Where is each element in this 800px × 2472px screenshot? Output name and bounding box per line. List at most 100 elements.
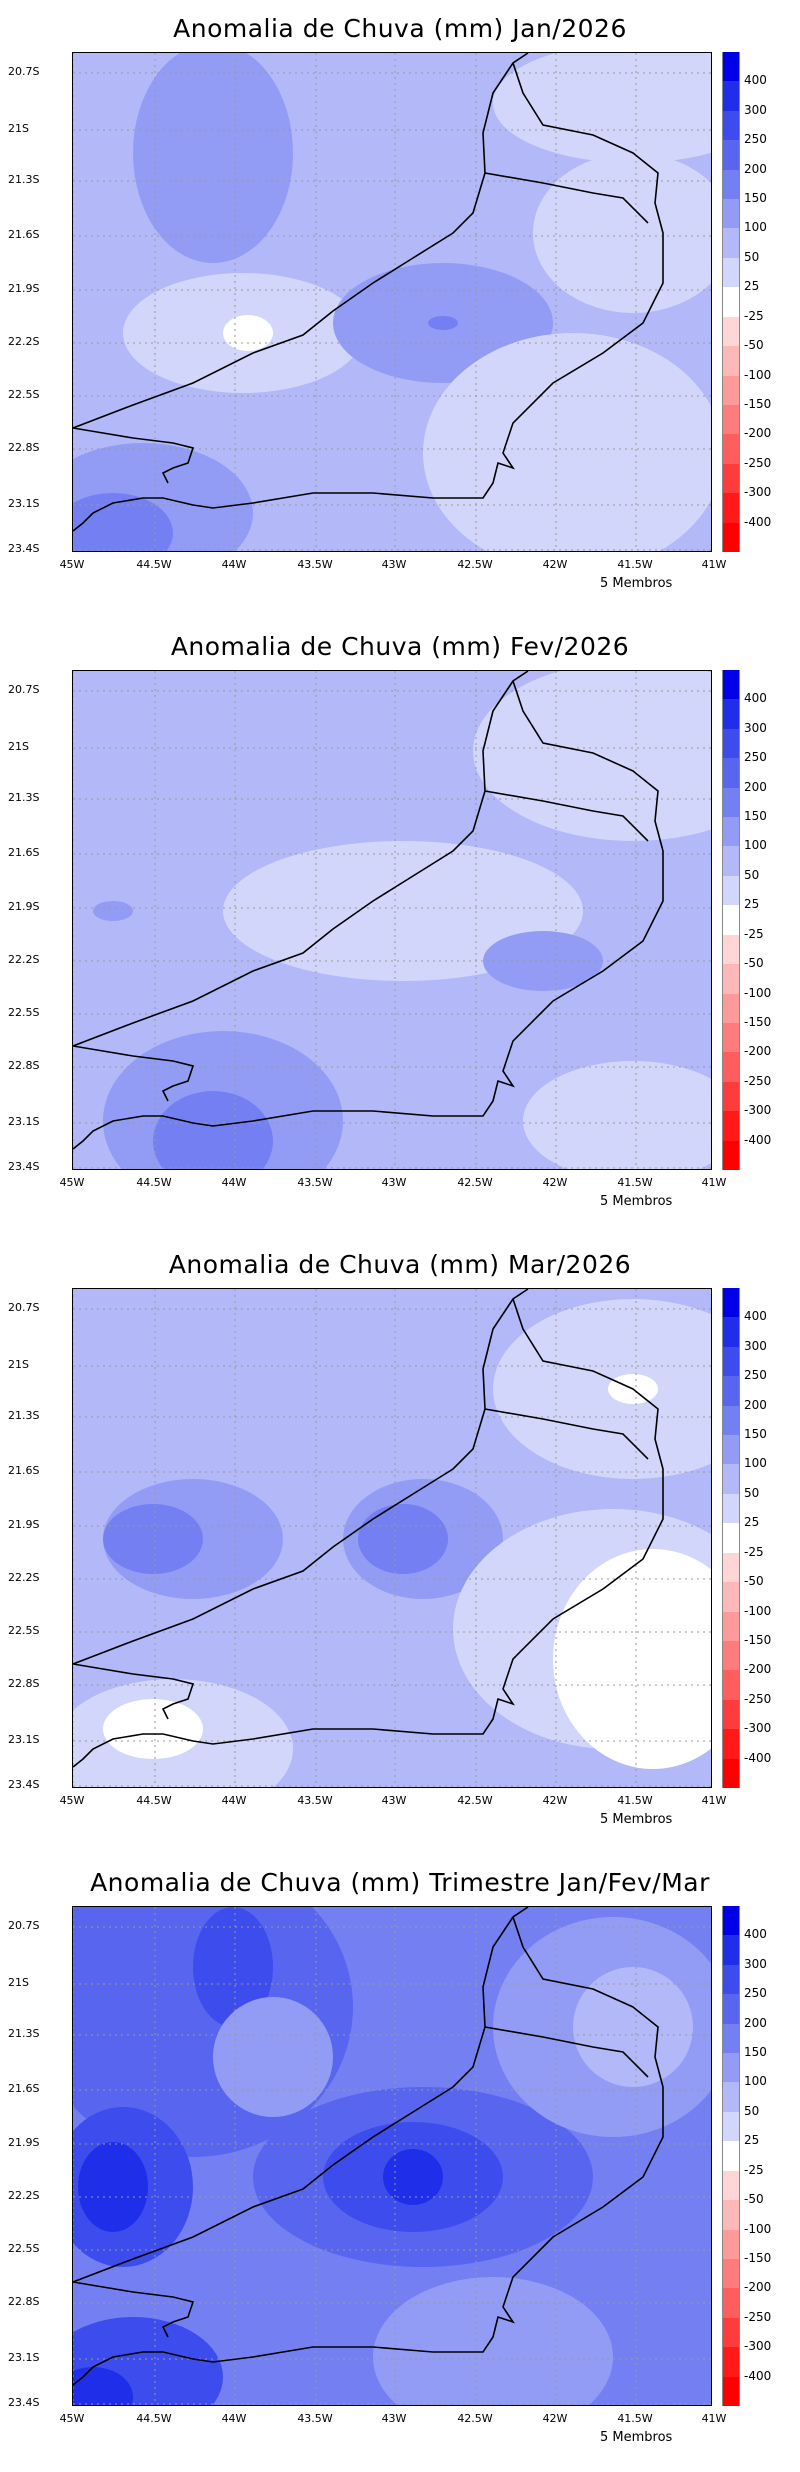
- colorbar-swatch: [722, 1464, 740, 1495]
- x-tick-label: 42W: [542, 2412, 568, 2425]
- colorbar-label: -200: [744, 1044, 772, 1059]
- x-tick-label: 42.5W: [457, 558, 493, 571]
- x-tick-label: 43W: [381, 1176, 407, 1189]
- colorbar-label: -50: [744, 956, 764, 971]
- colorbar-label: -400: [744, 1132, 772, 1147]
- colorbar-swatch: [722, 1052, 740, 1083]
- colorbar-label: -25: [744, 926, 764, 941]
- x-tick-label: 43.5W: [297, 2412, 333, 2425]
- x-tick-label: 45W: [59, 1794, 85, 1807]
- y-tick-label: 22.5S: [8, 1006, 40, 1019]
- colorbar-swatch: [722, 1317, 740, 1348]
- y-tick-label: 21.9S: [8, 1518, 40, 1531]
- x-tick-label: 41.5W: [617, 558, 653, 571]
- y-tick-label: 22.8S: [8, 441, 40, 454]
- colorbar-swatch: [722, 2376, 740, 2407]
- y-tick-label: 22.8S: [8, 1677, 40, 1690]
- y-tick-label: 22.2S: [8, 953, 40, 966]
- map-svg: [73, 1289, 711, 1787]
- members-note: 5 Membros: [600, 2430, 673, 2445]
- colorbar-swatch: [722, 1405, 740, 1436]
- x-tick-label: 44W: [221, 1794, 247, 1807]
- anomaly-contour: [533, 153, 711, 313]
- colorbar-swatch: [722, 875, 740, 906]
- colorbar: [722, 670, 740, 1171]
- colorbar-swatch: [722, 1022, 740, 1053]
- colorbar-label: 50: [744, 867, 760, 882]
- y-tick-label: 23.1S: [8, 497, 40, 510]
- y-tick-label: 21.6S: [8, 2082, 40, 2095]
- x-tick-label: 41.5W: [617, 2412, 653, 2425]
- colorbar-label: -25: [744, 2162, 764, 2177]
- colorbar-label: 250: [744, 750, 767, 765]
- colorbar-swatch: [722, 110, 740, 141]
- y-tick-label: 21.6S: [8, 228, 40, 241]
- colorbar-label: -50: [744, 2192, 764, 2207]
- anomaly-contour: [523, 1061, 711, 1169]
- anomaly-contour: [423, 333, 711, 551]
- x-tick-label: 44W: [221, 558, 247, 571]
- anomaly-contour: [73, 2367, 133, 2405]
- y-tick-label: 21.3S: [8, 1409, 40, 1422]
- x-tick-label: 43W: [381, 558, 407, 571]
- x-tick-label: 41W: [701, 1176, 727, 1189]
- y-tick-label: 20.7S: [8, 1301, 40, 1314]
- anomaly-contour: [493, 1299, 711, 1479]
- colorbar-label: 200: [744, 779, 767, 794]
- colorbar-swatch: [722, 493, 740, 524]
- y-tick-label: 22.2S: [8, 1571, 40, 1584]
- x-tick-label: 43W: [381, 2412, 407, 2425]
- colorbar-label: -100: [744, 2221, 772, 2236]
- colorbar-label: 300: [744, 1338, 767, 1353]
- colorbar-swatch: [722, 199, 740, 229]
- colorbar-label: -200: [744, 2280, 772, 2295]
- colorbar-swatch: [722, 2053, 740, 2083]
- colorbar-label: -150: [744, 2250, 772, 2265]
- colorbar-label: -250: [744, 2309, 772, 2324]
- x-tick-label: 42W: [542, 1176, 568, 1189]
- colorbar-label: 100: [744, 220, 767, 235]
- colorbar-label: 25: [744, 897, 760, 912]
- colorbar-swatch: [722, 905, 740, 936]
- y-tick-label: 21.9S: [8, 900, 40, 913]
- colorbar: [722, 1906, 740, 2407]
- coastline: [73, 1289, 664, 1768]
- colorbar-label: -400: [744, 2368, 772, 2383]
- colorbar-label: -200: [744, 1662, 772, 1677]
- anomaly-contour: [133, 53, 293, 263]
- colorbar-swatch: [722, 699, 740, 730]
- colorbar-swatch: [722, 169, 740, 200]
- colorbar-swatch: [722, 2347, 740, 2378]
- y-tick-label: 22.2S: [8, 335, 40, 348]
- colorbar-swatch: [722, 1493, 740, 1524]
- colorbar-swatch: [722, 140, 740, 171]
- colorbar: [722, 52, 740, 553]
- colorbar-label: -300: [744, 2339, 772, 2354]
- colorbar-label: -50: [744, 338, 764, 353]
- y-tick-label: 23.4S: [8, 2396, 40, 2409]
- colorbar-swatch: [722, 817, 740, 847]
- colorbar-label: 25: [744, 1515, 760, 1530]
- x-tick-label: 43W: [381, 1794, 407, 1807]
- state-border: [73, 790, 649, 1102]
- colorbar-swatch: [722, 1758, 740, 1789]
- colorbar-swatch: [722, 964, 740, 995]
- colorbar-label: -150: [744, 1014, 772, 1029]
- x-tick-label: 42.5W: [457, 1176, 493, 1189]
- anomaly-contour: [573, 1967, 693, 2087]
- colorbar-swatch: [722, 1640, 740, 1671]
- x-tick-label: 41W: [701, 2412, 727, 2425]
- y-tick-label: 23.4S: [8, 542, 40, 555]
- colorbar-label: -100: [744, 985, 772, 1000]
- colorbar-label: -25: [744, 308, 764, 323]
- colorbar-label: 250: [744, 132, 767, 147]
- panel-title: Anomalia de Chuva (mm) Mar/2026: [168, 1250, 632, 1279]
- colorbar-swatch: [722, 670, 740, 700]
- x-tick-label: 43.5W: [297, 1176, 333, 1189]
- colorbar-label: 25: [744, 279, 760, 294]
- colorbar-swatch: [722, 2317, 740, 2348]
- colorbar-swatch: [722, 1935, 740, 1966]
- y-tick-label: 21.3S: [8, 173, 40, 186]
- x-tick-label: 45W: [59, 1176, 85, 1189]
- anomaly-contour: [78, 2142, 148, 2232]
